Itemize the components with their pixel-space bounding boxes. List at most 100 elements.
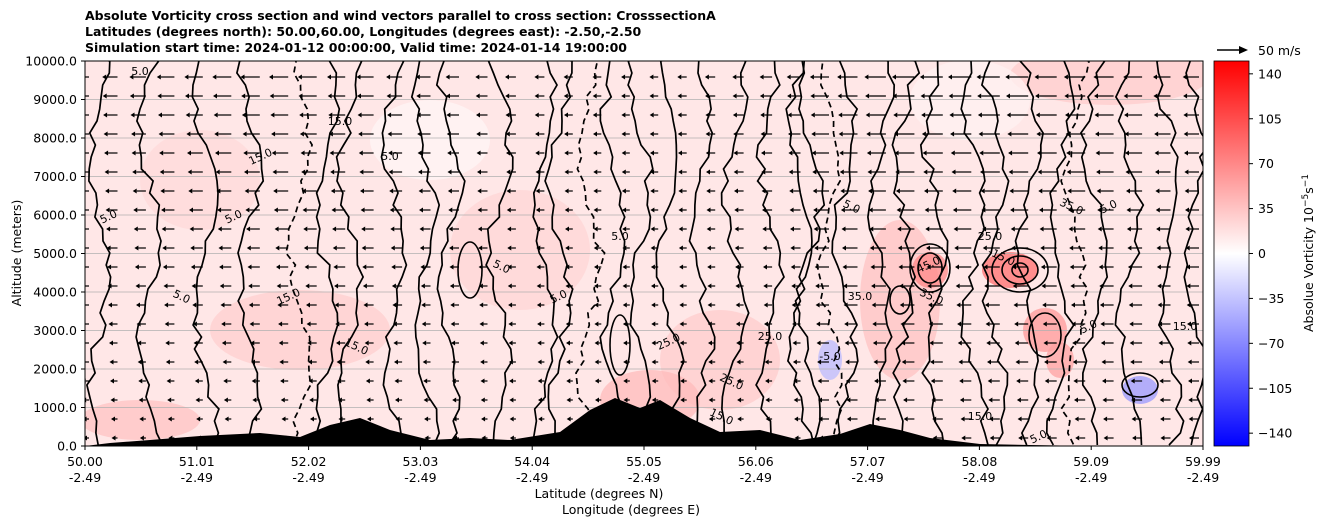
wind-vector-head	[445, 74, 450, 80]
wind-vector-head	[538, 416, 543, 422]
wind-vector-head	[815, 302, 820, 308]
wind-vector-head	[447, 169, 452, 175]
wind-vector-head	[1131, 416, 1136, 422]
y-tick-label: 9000.0	[33, 92, 77, 107]
wind-vector-head	[564, 207, 569, 213]
wind-vector-head	[623, 378, 628, 384]
wind-vector-head	[1098, 264, 1103, 270]
x-tick-label-longitude: -2.49	[628, 470, 660, 485]
wind-vector-head	[708, 397, 713, 403]
wind-vector-head	[245, 207, 250, 213]
wind-vector-head	[841, 226, 846, 232]
wind-vector-head	[892, 93, 897, 99]
wind-vector-head	[110, 397, 115, 403]
wind-vector-head	[1129, 340, 1134, 346]
wind-vector-head	[765, 397, 770, 403]
wind-vector-head	[360, 188, 364, 194]
contour-line	[655, 61, 685, 446]
wind-vector-head	[623, 397, 628, 403]
wind-vector-head	[811, 150, 816, 156]
wind-vector-head	[1156, 226, 1161, 232]
wind-vector-head	[215, 169, 220, 175]
y-tick-label: 1000.0	[33, 400, 77, 415]
wind-vector-head	[1070, 283, 1075, 289]
wind-vector-head	[708, 378, 713, 384]
wind-vector-head	[1155, 188, 1160, 194]
wind-vector-head	[986, 340, 991, 346]
wind-vector-head	[1154, 131, 1159, 137]
wind-vector-head	[1046, 416, 1050, 422]
wind-vector-head	[448, 226, 453, 232]
wind-vector-head	[787, 112, 792, 118]
wind-vector-head	[761, 188, 766, 194]
wind-vector-head	[593, 188, 598, 194]
wind-vector-head	[1007, 131, 1012, 137]
wind-vector-head	[621, 74, 626, 80]
wind-vector-head	[85, 397, 87, 403]
wind-vector-head	[565, 264, 570, 270]
wind-vector-head	[679, 283, 684, 289]
wind-vector-head	[649, 131, 654, 137]
wind-vector-head	[162, 245, 167, 251]
wind-vector-head	[478, 264, 483, 270]
wind-vector-head	[213, 93, 217, 99]
wind-vector-head	[446, 93, 450, 99]
x-tick-label-longitude: -2.49	[516, 470, 548, 485]
wind-vector-head	[1153, 74, 1157, 80]
wind-vector-head	[987, 378, 992, 384]
wind-vector-head	[843, 302, 848, 308]
field-patch	[1010, 61, 1203, 105]
wind-vector-head	[109, 340, 113, 346]
wind-vector-head	[1016, 397, 1021, 403]
wind-vector-head	[788, 169, 793, 175]
quiver-key-arrowhead	[1239, 46, 1248, 54]
contour-line	[544, 61, 574, 446]
x-tick-label-longitude: -2.49	[404, 470, 436, 485]
wind-vector-head	[594, 302, 599, 308]
wind-vector-head	[308, 359, 312, 365]
wind-vector-head	[812, 188, 817, 194]
wind-vector-head	[415, 74, 420, 80]
wind-vector-head	[760, 131, 765, 137]
wind-vector-head	[417, 150, 422, 156]
wind-vector-head	[1064, 93, 1069, 99]
wind-vector-head	[622, 302, 627, 308]
wind-vector-head	[869, 245, 874, 251]
wind-vector-head	[419, 226, 424, 232]
x-tick-label-latitude: 50.00	[67, 454, 103, 469]
wind-vector-head	[446, 112, 451, 118]
wind-vector-head	[732, 112, 737, 118]
wind-vector-head	[650, 188, 655, 194]
wind-vector-head	[216, 188, 221, 194]
wind-vector-head	[363, 302, 368, 308]
wind-vector-head	[476, 150, 481, 156]
wind-vector-head	[252, 397, 257, 403]
wind-vector-head	[813, 226, 818, 232]
wind-vector-head	[509, 397, 514, 403]
contour-label: 35.0	[848, 290, 873, 303]
wind-vector-head	[159, 169, 164, 175]
wind-vector-head	[838, 112, 843, 118]
wind-vector-head	[594, 340, 599, 346]
wind-vector-head	[505, 93, 510, 99]
wind-vector-head	[1129, 321, 1134, 327]
wind-vector-head	[1035, 112, 1040, 118]
wind-vector-head	[1016, 378, 1021, 384]
wind-vector-head	[246, 245, 251, 251]
wind-vector-head	[359, 169, 364, 175]
x-tick-label-longitude: -2.49	[740, 470, 772, 485]
wind-vector-head	[272, 169, 277, 175]
wind-vector-head	[736, 378, 741, 384]
wind-vector-head	[534, 93, 539, 99]
wind-vector-head	[1158, 321, 1163, 327]
wind-vector-head	[678, 245, 683, 251]
wind-vector-head	[417, 131, 422, 137]
wind-vector-head	[845, 359, 850, 365]
wind-vector-head	[334, 302, 339, 308]
x-tick-label-latitude: 59.99	[1185, 454, 1221, 469]
wind-vector-head	[79, 265, 83, 270]
wind-vector-head	[677, 74, 682, 80]
wind-vector-head	[164, 302, 169, 308]
wind-vector-head	[424, 435, 429, 441]
wind-vector-head	[308, 378, 313, 384]
